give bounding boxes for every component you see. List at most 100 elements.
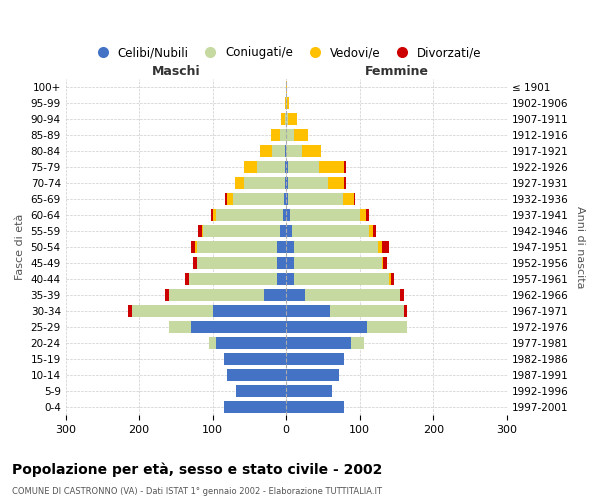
- Bar: [290, 209, 360, 221]
- Bar: [236, 386, 286, 398]
- Bar: [284, 193, 286, 205]
- Bar: [289, 113, 297, 125]
- Bar: [285, 177, 286, 189]
- Bar: [286, 97, 287, 109]
- Bar: [281, 113, 285, 125]
- Bar: [272, 145, 286, 157]
- Bar: [202, 225, 203, 237]
- Bar: [233, 193, 284, 205]
- Bar: [367, 321, 407, 333]
- Bar: [191, 321, 286, 333]
- Bar: [383, 257, 387, 269]
- Bar: [360, 209, 365, 221]
- Bar: [343, 193, 354, 205]
- Y-axis label: Fasce di età: Fasce di età: [15, 214, 25, 280]
- Bar: [378, 241, 382, 253]
- Bar: [280, 129, 286, 141]
- Bar: [169, 321, 191, 333]
- Bar: [197, 257, 277, 269]
- Bar: [287, 161, 319, 173]
- Bar: [169, 289, 264, 301]
- Bar: [224, 402, 286, 413]
- Bar: [286, 81, 287, 93]
- Bar: [286, 337, 351, 349]
- Bar: [293, 129, 308, 141]
- Bar: [286, 354, 344, 366]
- Bar: [292, 225, 369, 237]
- Bar: [132, 305, 212, 317]
- Bar: [365, 209, 368, 221]
- Bar: [280, 225, 286, 237]
- Bar: [344, 177, 346, 189]
- Bar: [209, 337, 217, 349]
- Y-axis label: Anni di nascita: Anni di nascita: [575, 206, 585, 288]
- Bar: [189, 273, 277, 285]
- Bar: [286, 113, 289, 125]
- Text: Popolazione per età, sesso e stato civile - 2002: Popolazione per età, sesso e stato civil…: [12, 462, 382, 477]
- Bar: [286, 161, 287, 173]
- Bar: [382, 257, 383, 269]
- Bar: [271, 129, 280, 141]
- Bar: [227, 193, 233, 205]
- Bar: [382, 241, 389, 253]
- Text: Maschi: Maschi: [152, 64, 200, 78]
- Bar: [286, 289, 305, 301]
- Bar: [244, 177, 285, 189]
- Bar: [286, 193, 287, 205]
- Bar: [305, 289, 400, 301]
- Bar: [260, 145, 272, 157]
- Bar: [286, 305, 331, 317]
- Bar: [227, 370, 286, 382]
- Bar: [193, 257, 197, 269]
- Bar: [404, 305, 407, 317]
- Bar: [286, 402, 344, 413]
- Bar: [286, 370, 339, 382]
- Bar: [286, 386, 332, 398]
- Bar: [286, 129, 293, 141]
- Text: Femmine: Femmine: [364, 64, 428, 78]
- Bar: [195, 241, 197, 253]
- Bar: [285, 161, 286, 173]
- Bar: [287, 193, 343, 205]
- Bar: [277, 273, 286, 285]
- Bar: [165, 289, 169, 301]
- Bar: [331, 305, 404, 317]
- Bar: [191, 241, 195, 253]
- Bar: [224, 354, 286, 366]
- Bar: [400, 289, 404, 301]
- Bar: [203, 225, 280, 237]
- Bar: [389, 273, 391, 285]
- Bar: [328, 177, 344, 189]
- Bar: [373, 225, 376, 237]
- Text: COMUNE DI CASTRONNO (VA) - Dati ISTAT 1° gennaio 2002 - Elaborazione TUTTITALIA.: COMUNE DI CASTRONNO (VA) - Dati ISTAT 1°…: [12, 488, 382, 496]
- Bar: [344, 161, 346, 173]
- Bar: [283, 209, 286, 221]
- Bar: [286, 177, 287, 189]
- Bar: [286, 273, 293, 285]
- Bar: [264, 289, 286, 301]
- Bar: [286, 209, 290, 221]
- Bar: [351, 337, 364, 349]
- Bar: [217, 337, 286, 349]
- Bar: [277, 241, 286, 253]
- Bar: [286, 241, 293, 253]
- Bar: [354, 193, 355, 205]
- Bar: [217, 209, 283, 221]
- Bar: [211, 209, 214, 221]
- Bar: [293, 241, 378, 253]
- Bar: [369, 225, 373, 237]
- Bar: [286, 257, 293, 269]
- Bar: [319, 161, 344, 173]
- Bar: [128, 305, 132, 317]
- Bar: [244, 161, 257, 173]
- Bar: [197, 241, 277, 253]
- Bar: [198, 225, 202, 237]
- Bar: [293, 273, 389, 285]
- Bar: [212, 305, 286, 317]
- Bar: [277, 257, 286, 269]
- Bar: [391, 273, 394, 285]
- Bar: [286, 321, 367, 333]
- Bar: [286, 225, 292, 237]
- Bar: [293, 257, 382, 269]
- Bar: [287, 177, 328, 189]
